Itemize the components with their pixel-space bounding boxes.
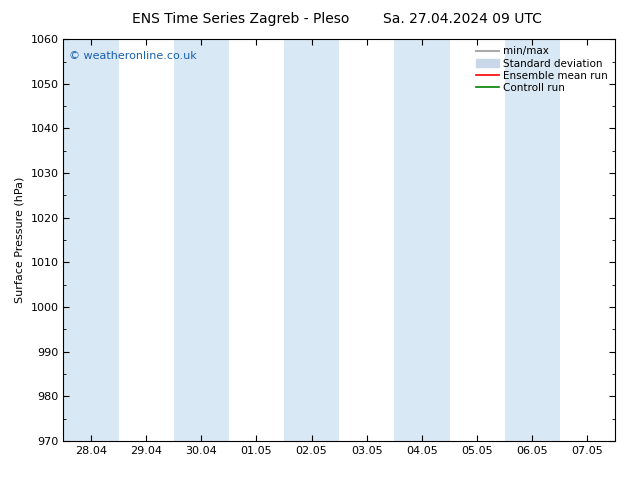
Y-axis label: Surface Pressure (hPa): Surface Pressure (hPa) (15, 177, 25, 303)
Bar (174, 39, 229, 441)
Bar (63, 39, 119, 441)
Bar (284, 39, 339, 441)
Text: © weatheronline.co.uk: © weatheronline.co.uk (69, 51, 197, 61)
Text: ENS Time Series Zagreb - Pleso: ENS Time Series Zagreb - Pleso (133, 12, 349, 26)
Text: Sa. 27.04.2024 09 UTC: Sa. 27.04.2024 09 UTC (384, 12, 542, 26)
Bar (394, 39, 450, 441)
Bar (505, 39, 560, 441)
Legend: min/max, Standard deviation, Ensemble mean run, Controll run: min/max, Standard deviation, Ensemble me… (474, 45, 610, 95)
